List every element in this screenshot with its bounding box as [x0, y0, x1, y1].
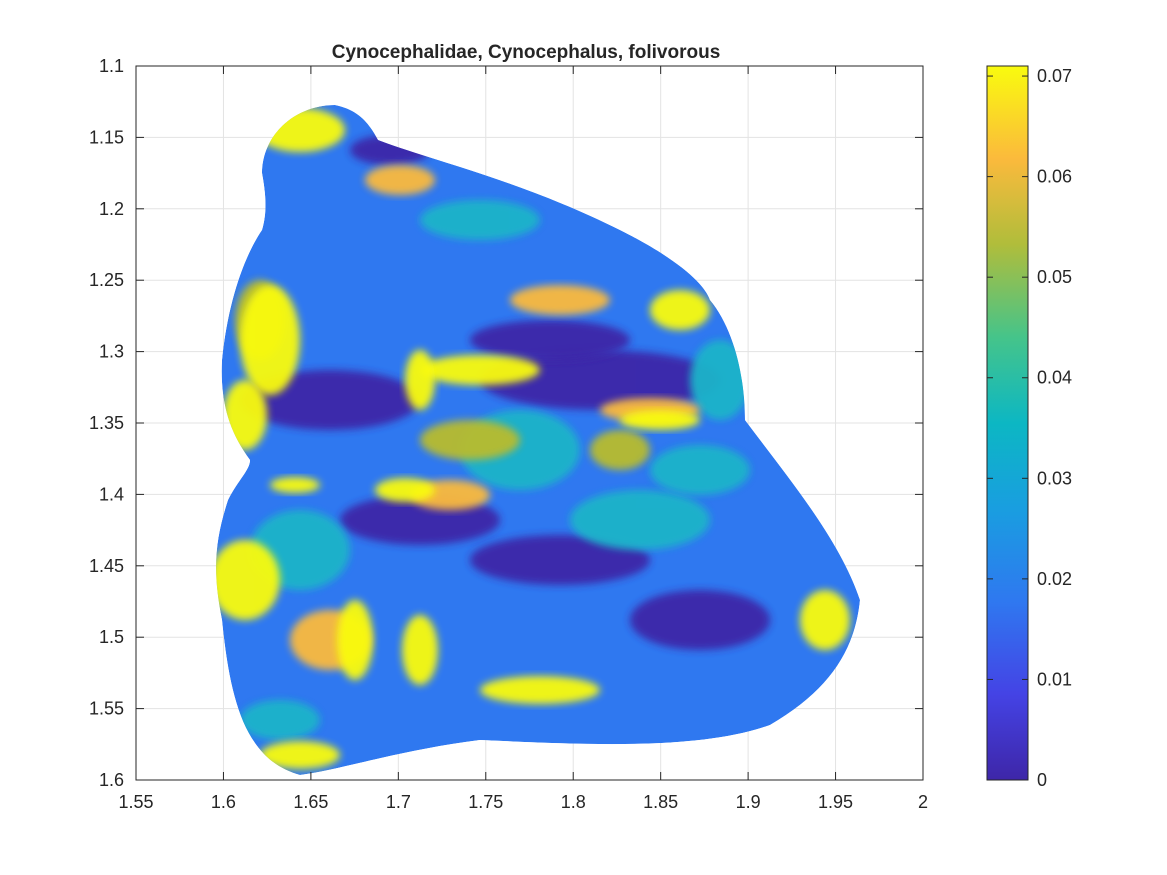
- y-tick-label: 1.4: [99, 484, 124, 504]
- surface-patch: [420, 355, 540, 385]
- y-tick-label: 1.45: [89, 556, 124, 576]
- surface-patch: [420, 420, 520, 460]
- y-tick-label: 1.1: [99, 56, 124, 76]
- surface-patch: [420, 200, 540, 240]
- surface-patch: [510, 285, 610, 315]
- surface-patch: [480, 350, 720, 410]
- y-tick-label: 1.3: [99, 342, 124, 362]
- colorbar-tick-label: 0.06: [1037, 167, 1072, 187]
- surface-patch: [270, 477, 320, 493]
- surface-patch: [570, 490, 710, 550]
- surface-patch: [216, 540, 280, 620]
- surface-patch: [402, 615, 438, 685]
- surface-patch: [620, 410, 700, 430]
- x-tick-label: 2: [918, 792, 928, 812]
- y-tick-label: 1.35: [89, 413, 124, 433]
- surface-patch: [365, 165, 435, 195]
- surface-patch: [590, 430, 650, 470]
- x-tick-label: 1.95: [818, 792, 853, 812]
- y-tick-label: 1.15: [89, 127, 124, 147]
- surface-patch: [800, 590, 850, 650]
- axes: 1.55 1.6 1.65 1.7 1.75 1.8 1.85 1.9 1.95 21.11.15…: [89, 56, 928, 812]
- colorbar-gradient: [986, 65, 1029, 781]
- x-tick-label: 1.6: [211, 792, 236, 812]
- surface-patch: [650, 445, 750, 495]
- surface-patch: [650, 290, 710, 330]
- x-tick-label: 1.75: [468, 792, 503, 812]
- surface-patch: [690, 340, 750, 420]
- colorbar-tick-label: 0.02: [1037, 569, 1072, 589]
- surface-patch: [337, 600, 373, 680]
- colorbar-tick-label: 0: [1037, 770, 1047, 790]
- surface-patch: [240, 700, 320, 740]
- y-tick-label: 1.2: [99, 199, 124, 219]
- surface-patch: [350, 135, 430, 165]
- surface-patch: [480, 676, 600, 704]
- surface-patch: [255, 108, 345, 152]
- surface-patch: [375, 478, 435, 502]
- y-tick-label: 1.55: [89, 699, 124, 719]
- x-tick-label: 1.8: [561, 792, 586, 812]
- surface-patch: [223, 380, 267, 450]
- surface-plot: [216, 105, 860, 775]
- colorbar-tick-label: 0.05: [1037, 267, 1072, 287]
- y-tick-label: 1.6: [99, 770, 124, 790]
- colorbar: 0 0.01 0.02 0.03 0.04 0.05 0.06 0.07: [986, 65, 1072, 790]
- x-tick-label: 1.85: [643, 792, 678, 812]
- colorbar-tick-label: 0.03: [1037, 468, 1072, 488]
- colorbar-tick-label: 0.04: [1037, 368, 1072, 388]
- colorbar-tick-label: 0.07: [1037, 66, 1072, 86]
- surface-clip-group: [216, 105, 860, 775]
- colorbar-tick-label: 0.01: [1037, 669, 1072, 689]
- surface-patch: [405, 350, 435, 410]
- surface-patch: [630, 590, 770, 650]
- surface-patch: [260, 741, 340, 769]
- x-tick-label: 1.9: [736, 792, 761, 812]
- surface-patch: [470, 535, 650, 585]
- x-tick-label: 1.7: [386, 792, 411, 812]
- surface-patch: [470, 320, 630, 360]
- y-tick-label: 1.25: [89, 270, 124, 290]
- axes-box: [135, 65, 924, 781]
- x-tick-label: 1.55: [118, 792, 153, 812]
- y-tick-label: 1.5: [99, 627, 124, 647]
- surface-patch: [240, 285, 300, 395]
- x-tick-label: 1.65: [293, 792, 328, 812]
- chart-title: Cynocephalidae, Cynocephalus, folivorous: [332, 42, 721, 63]
